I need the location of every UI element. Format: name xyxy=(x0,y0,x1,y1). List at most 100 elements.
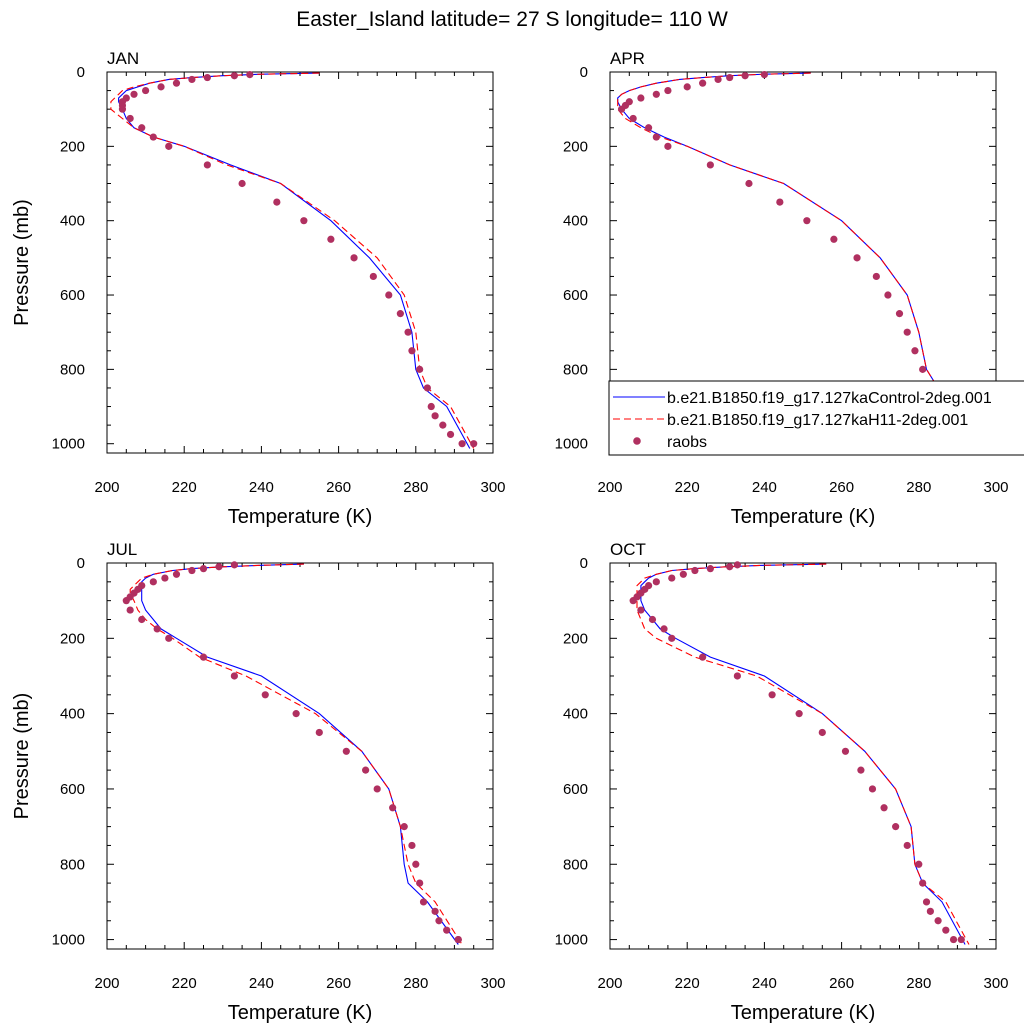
y-tick-label: 800 xyxy=(563,856,588,873)
raobs-point xyxy=(454,935,462,944)
raobs-point xyxy=(157,83,165,91)
raobs-point xyxy=(412,860,420,868)
x-tick-label: 300 xyxy=(480,975,505,992)
x-tick-label: 220 xyxy=(172,975,197,992)
raobs-point xyxy=(431,907,439,915)
raobs-point xyxy=(733,672,741,680)
raobs-point xyxy=(327,235,335,243)
raobs-point xyxy=(149,578,157,586)
x-axis-label: Temperature (K) xyxy=(228,506,373,528)
raobs-point xyxy=(419,898,428,906)
raobs-point xyxy=(922,898,931,906)
raobs-point xyxy=(408,841,416,850)
raobs-point xyxy=(470,440,478,448)
raobs-point xyxy=(396,310,404,318)
y-tick-label: 200 xyxy=(60,630,85,647)
y-tick-label: 1000 xyxy=(52,436,85,453)
raobs-point xyxy=(745,179,753,188)
raobs-point xyxy=(652,90,660,98)
x-tick-label: 220 xyxy=(675,479,700,496)
raobs-point xyxy=(435,917,443,925)
y-tick-label: 1000 xyxy=(555,932,588,949)
x-axis-label: Temperature (K) xyxy=(731,1002,876,1024)
raobs-point xyxy=(118,105,127,113)
y-tick-label: 0 xyxy=(77,64,85,81)
raobs-point xyxy=(373,785,381,793)
x-tick-label: 260 xyxy=(326,479,351,496)
x-tick-label: 280 xyxy=(906,479,931,496)
raobs-point xyxy=(149,133,157,141)
raobs-point xyxy=(926,907,934,915)
raobs-point xyxy=(292,710,300,718)
y-tick-label: 400 xyxy=(563,213,588,230)
y-tick-label: 0 xyxy=(580,64,588,81)
raobs-point xyxy=(868,785,877,793)
raobs-markers xyxy=(118,71,478,448)
raobs-point xyxy=(857,766,865,774)
raobs-point xyxy=(315,728,323,737)
x-tick-label: 280 xyxy=(906,975,931,992)
panel-oct: OCT 200 220 240 260 280 300 0 200 400 600 800 1000 Te… xyxy=(555,540,1009,1024)
panel-title: APR xyxy=(610,49,645,68)
raobs-point xyxy=(188,75,196,84)
raobs-point xyxy=(942,926,950,934)
raobs-point xyxy=(126,114,134,123)
raobs-point xyxy=(637,606,645,614)
raobs-point xyxy=(427,402,435,411)
raobs-point xyxy=(142,86,150,95)
raobs-point xyxy=(934,917,942,925)
legend-label: raobs xyxy=(667,434,707,451)
legend-marker xyxy=(633,437,641,445)
raobs-point xyxy=(203,73,211,82)
raobs-point xyxy=(795,710,803,718)
raobs-point xyxy=(122,597,130,605)
y-tick-label: 0 xyxy=(77,555,85,572)
raobs-point xyxy=(830,235,838,243)
y-tick-label: 0 xyxy=(580,555,588,572)
raobs-point xyxy=(273,198,281,206)
y-axis-label: Pressure (mb) xyxy=(11,199,33,326)
plot-frame xyxy=(106,71,494,454)
raobs-point xyxy=(664,86,672,95)
raobs-point xyxy=(726,563,734,571)
panel-apr: APR 200 220 240 260 280 300 0 200 400 600 800 1000 Te… xyxy=(555,49,1009,528)
raobs-point xyxy=(841,747,850,755)
x-tick-label: 300 xyxy=(480,479,505,496)
x-tick-label: 200 xyxy=(597,975,622,992)
raobs-point xyxy=(706,565,714,573)
raobs-point xyxy=(400,823,408,831)
raobs-point xyxy=(389,804,397,812)
panel-title: OCT xyxy=(610,540,646,559)
control-series-line xyxy=(141,563,459,945)
raobs-point xyxy=(648,615,657,624)
raobs-point xyxy=(300,217,308,225)
raobs-point xyxy=(853,254,861,262)
y-tick-label: 1000 xyxy=(52,932,85,949)
y-tick-label: 400 xyxy=(60,706,85,723)
y-tick-label: 200 xyxy=(563,138,588,155)
legend-label: b.e21.B1850.f19_g17.127kaControl-2deg.00… xyxy=(667,390,992,407)
x-tick-label: 200 xyxy=(597,479,622,496)
raobs-point xyxy=(130,90,138,98)
raobs-point xyxy=(892,823,900,831)
raobs-point xyxy=(957,935,965,944)
plot-frame xyxy=(609,562,997,950)
panel-title: JUL xyxy=(107,540,137,559)
raobs-point xyxy=(768,691,776,699)
raobs-point xyxy=(203,161,211,169)
y-tick-label: 600 xyxy=(60,781,85,798)
raobs-point xyxy=(629,597,637,605)
h11-series-line xyxy=(110,72,475,449)
raobs-point xyxy=(404,328,412,336)
y-tick-label: 600 xyxy=(563,781,588,798)
y-tick-label: 200 xyxy=(563,630,588,647)
h11-series-line xyxy=(617,72,982,449)
raobs-point xyxy=(350,254,358,262)
raobs-point xyxy=(911,347,919,355)
legend: b.e21.B1850.f19_g17.127kaControl-2deg.00… xyxy=(608,380,1024,456)
raobs-point xyxy=(617,105,626,113)
raobs-point xyxy=(895,310,904,318)
raobs-point xyxy=(165,142,173,150)
raobs-point xyxy=(408,347,416,355)
raobs-point xyxy=(458,440,466,448)
